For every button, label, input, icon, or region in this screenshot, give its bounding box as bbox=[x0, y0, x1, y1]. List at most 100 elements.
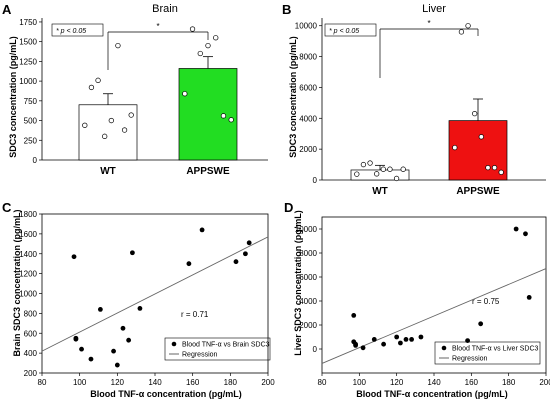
panel-c-data-point bbox=[130, 250, 135, 256]
panel-b-data-point bbox=[374, 171, 380, 177]
panel-d-data-point bbox=[513, 226, 519, 232]
panel-d-y-tick-label: 8000 bbox=[299, 249, 317, 258]
panel-a-data-point bbox=[128, 112, 134, 118]
panel-c-y-tick-label: 1400 bbox=[19, 250, 37, 259]
panel-a: A Brain SDC3 concentration (pg/mL) * p <… bbox=[2, 2, 268, 177]
panel-a-data-point bbox=[213, 35, 219, 41]
panel-c-y-tick-label: 800 bbox=[24, 309, 38, 318]
panel-c-marks: 80 100 120 140 160 180 200 200 400 600 800 1000 1200… bbox=[19, 210, 275, 387]
panel-d-regression-line bbox=[321, 268, 547, 364]
panel-a-data-point bbox=[82, 122, 88, 128]
panel-d: D Liver SDC3 concentration (pg/mL) Blood… bbox=[284, 200, 550, 399]
panel-b-category-label: APPSWE bbox=[456, 186, 500, 197]
panel-c-x-tick-label: 140 bbox=[148, 378, 162, 387]
panel-d-x-tick-label: 160 bbox=[465, 378, 479, 387]
panel-c-data-point bbox=[114, 362, 120, 368]
panel-letter-c: C bbox=[2, 200, 12, 215]
panel-d-data-point bbox=[465, 338, 470, 343]
panel-a-data-point bbox=[121, 127, 128, 133]
panel-a-significance-marker: * bbox=[156, 22, 159, 31]
panel-c-data-point bbox=[233, 259, 239, 265]
panel-d-y-tick-label: 10000 bbox=[295, 225, 318, 234]
panel-b-data-point bbox=[400, 166, 406, 172]
panel-a-data-point bbox=[189, 26, 196, 32]
panel-a-bar-wt bbox=[78, 104, 138, 161]
panel-d-x-tick-label: 100 bbox=[353, 378, 367, 387]
panel-c-data-point bbox=[97, 307, 103, 312]
panel-c-data-point bbox=[88, 356, 94, 362]
panel-b-y-tick-label: 4000 bbox=[299, 114, 317, 123]
panel-a-y-tick-label: 500 bbox=[24, 117, 38, 126]
panel-b-category-label: WT bbox=[372, 186, 388, 197]
panel-b-y-tick-label: 0 bbox=[313, 176, 318, 185]
panel-c-legend-line: Regression bbox=[182, 352, 218, 359]
panel-c-y-tick-label: 1000 bbox=[19, 290, 37, 299]
panel-b-data-point bbox=[472, 111, 478, 117]
panel-c-y-tick-label: 400 bbox=[24, 349, 38, 358]
panel-c-legend-point-icon bbox=[171, 341, 177, 347]
panel-d-y-tick-label: 6000 bbox=[299, 273, 317, 282]
panel-c-data-point bbox=[199, 227, 205, 233]
panel-d-y-tick-label: 4000 bbox=[299, 297, 317, 306]
panel-d-data-point bbox=[351, 313, 357, 318]
panel-d-y-label: Liver SDC3 concentration (pg/mL) bbox=[293, 210, 303, 356]
panel-d-data-point bbox=[371, 337, 377, 342]
panel-c-y-tick-label: 1600 bbox=[19, 230, 37, 239]
panel-a-data-point bbox=[108, 117, 114, 124]
panel-d-data-point bbox=[478, 321, 484, 327]
panel-d-y-tick-label: 2000 bbox=[299, 321, 317, 330]
panel-c-data-point bbox=[186, 261, 192, 267]
panel-d-data-point bbox=[381, 341, 386, 347]
panel-d-x-label: Blood TNF-α concentration (pg/mL) bbox=[356, 389, 508, 399]
panel-d-legend-point-icon bbox=[441, 345, 447, 351]
panel-letter-b: B bbox=[282, 2, 291, 17]
panel-c-data-point bbox=[126, 337, 132, 343]
panel-a-y-tick-label: 0 bbox=[33, 156, 38, 165]
panel-b-data-point bbox=[498, 169, 504, 175]
panel-b-data-point bbox=[380, 166, 386, 172]
panel-b-data-point bbox=[478, 134, 484, 140]
panel-a-y-label: SDC3 concentration (pg/mL) bbox=[8, 36, 18, 158]
panel-d-data-point bbox=[394, 334, 400, 340]
panel-a-y-tick-label: 250 bbox=[24, 136, 38, 145]
panel-d-data-point bbox=[418, 334, 424, 340]
panel-c: C Brain SDC3 concentration (pg/mL) Blood… bbox=[2, 200, 275, 399]
panel-d-data-point bbox=[526, 295, 532, 300]
panel-a-note-box bbox=[51, 23, 104, 37]
panel-b-y-tick-label: 2000 bbox=[299, 145, 317, 154]
panel-a-bar-appswe bbox=[178, 68, 238, 161]
panel-c-y-label: Brain SDC3 concentration (pg/mL) bbox=[12, 209, 22, 356]
panel-d-data-point bbox=[409, 337, 414, 342]
panel-a-category-label: APPSWE bbox=[186, 166, 230, 177]
panel-b-bar-wt bbox=[350, 169, 410, 181]
panel-letter-a: A bbox=[2, 2, 12, 17]
panel-c-data-point bbox=[73, 335, 79, 341]
panel-b-data-point bbox=[360, 161, 367, 168]
panel-a-y-tick-label: 750 bbox=[24, 97, 38, 106]
panel-a-data-point bbox=[220, 113, 227, 119]
panel-c-y-tick-label: 1200 bbox=[19, 270, 37, 279]
panel-b-data-point bbox=[452, 144, 458, 151]
panel-a-y-tick-label: 1750 bbox=[19, 18, 37, 27]
panel-c-data-point bbox=[71, 254, 77, 260]
panel-b-y-tick-label: 8000 bbox=[299, 53, 317, 62]
panel-b-data-point bbox=[485, 165, 491, 171]
panel-b-y-tick-label: 6000 bbox=[299, 83, 317, 92]
panel-d-x-tick-label: 180 bbox=[502, 378, 516, 387]
panel-c-legend-points: Blood TNF-α vs Brain SDC3 bbox=[182, 342, 270, 349]
panel-c-regression-line bbox=[41, 236, 269, 352]
panel-b-y-tick-label: 10000 bbox=[295, 22, 318, 31]
panel-c-x-tick-label: 80 bbox=[38, 378, 47, 387]
panel-letter-d: D bbox=[284, 200, 293, 215]
panel-a-data-point bbox=[182, 91, 188, 97]
panel-d-x-tick-label: 140 bbox=[427, 378, 441, 387]
panel-c-y-tick-label: 1800 bbox=[19, 210, 37, 219]
panel-c-data-point bbox=[137, 306, 143, 311]
panel-a-data-point bbox=[228, 117, 234, 123]
panel-d-data-point bbox=[398, 340, 403, 346]
panel-c-y-tick-label: 200 bbox=[24, 369, 38, 378]
panel-d-x-tick-label: 120 bbox=[390, 378, 404, 387]
panel-a-y-tick-label: 1250 bbox=[19, 57, 37, 66]
panel-b-data-point bbox=[458, 29, 465, 35]
